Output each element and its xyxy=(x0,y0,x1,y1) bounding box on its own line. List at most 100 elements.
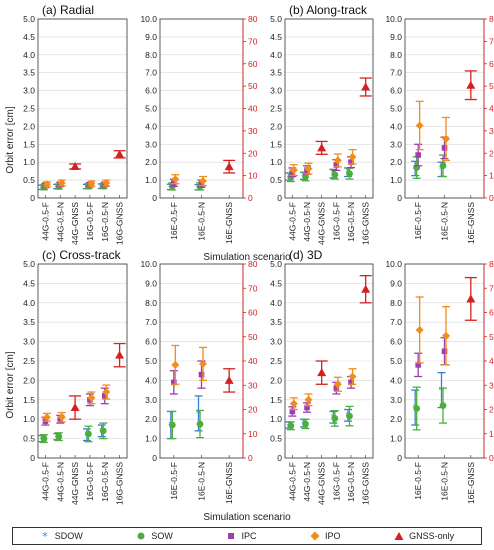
y-tick-label: 2.0 xyxy=(270,375,282,385)
y-tick-label: 4.5 xyxy=(23,278,35,288)
data-point-ipo xyxy=(442,134,450,143)
y-tick-label: 3.0 xyxy=(145,395,157,405)
right-y-tick-label: 60 xyxy=(489,59,494,69)
y-tick-label: 8.0 xyxy=(390,298,402,308)
data-point-ipc xyxy=(198,180,205,187)
legend-label-ipc: IPC xyxy=(241,531,257,541)
data-point-gnss xyxy=(70,161,80,170)
data-point-sow xyxy=(99,427,107,435)
legend-item-sdow: * SDOW xyxy=(40,531,83,541)
data-point-gnss xyxy=(115,350,125,359)
data-point-sow xyxy=(287,422,295,430)
right-y-tick-label: 50 xyxy=(489,81,494,91)
star-marker-icon: * xyxy=(42,531,48,541)
data-point-ipc xyxy=(101,393,108,399)
right-y-tick-label: 10 xyxy=(248,171,258,181)
panel-title: (b) Along-track xyxy=(289,3,368,17)
x-tick-label: 16E-0.5-N xyxy=(197,202,207,241)
y-tick-label: 3.0 xyxy=(390,395,402,405)
right-y-tick-label: 0 xyxy=(489,453,494,463)
data-point-ipc xyxy=(333,162,340,168)
data-point-ipc xyxy=(348,379,354,386)
data-point-ipo xyxy=(171,360,180,369)
right-y-tick-label: 60 xyxy=(248,59,258,69)
y-tick-label: 0.5 xyxy=(23,175,35,185)
series-group: ** xyxy=(411,70,477,179)
y-tick-label: 4.0 xyxy=(390,121,402,131)
data-point-ipo xyxy=(304,164,313,173)
data-point-ipc xyxy=(171,179,177,186)
chart-panel-3: 0 0.5 1.0 1.5 2.0 2.5 3.0 3.5 4.0 4.5 5.0 (b) Along… xyxy=(270,3,374,245)
right-y-tick-label: 80 xyxy=(248,259,258,269)
y-tick-label: 0.5 xyxy=(270,434,282,444)
data-point-ipo xyxy=(57,413,66,422)
y-tick-label: 8.0 xyxy=(145,50,157,60)
y-tick-label: 6.0 xyxy=(145,86,157,96)
y-tick-label: 5.0 xyxy=(23,259,35,269)
data-point-ipo xyxy=(348,372,357,381)
right-y-tick-label: 80 xyxy=(489,14,494,24)
x-tick-label: 16G-GNSS xyxy=(115,202,125,245)
y-tick-label: 0 xyxy=(30,193,35,203)
chart-panel-5: 0 0.5 1.0 1.5 2.0 2.5 3.0 3.5 4.0 4.5 5.0 (c) Cross… xyxy=(23,248,128,505)
data-point-sow xyxy=(346,170,353,178)
chart-panel-4: 0 1.0 2.0 3.0 4.0 5.0 6.0 7.0 8.0 9.0 10.0 0 10 20 30 4… xyxy=(385,14,494,244)
data-point-sdow: * xyxy=(439,384,445,397)
x-tick-label: 44G-0.5-N xyxy=(55,462,65,502)
data-point-gnss xyxy=(70,403,80,412)
data-point-sow xyxy=(331,415,339,422)
x-tick-label: 16E-0.5-N xyxy=(440,462,450,501)
right-y-tick-label: 30 xyxy=(248,380,258,390)
data-point-ipo xyxy=(171,175,180,184)
y-tick-label: 10.0 xyxy=(385,259,402,269)
chart-panel-2: 0 1.0 2.0 3.0 4.0 5.0 6.0 7.0 8.0 9.0 10.0 0 10 20 30 4… xyxy=(140,14,257,244)
x-tick-label: 16G-0.5-N xyxy=(346,462,356,502)
series-group: **** xyxy=(285,77,372,184)
right-y-tick-label: 70 xyxy=(489,283,494,293)
data-point-gnss xyxy=(466,80,476,89)
x-tick-label: 16G-0.5-N xyxy=(346,202,356,242)
y-tick-label: 9.0 xyxy=(390,278,402,288)
y-tick-label: 1.5 xyxy=(23,395,35,405)
y-axis-label-top: Orbit error [cm] xyxy=(5,106,16,173)
x-axis-label-bottom: Simulation scenario xyxy=(203,512,291,523)
right-y-tick-label: 10 xyxy=(489,171,494,181)
y-tick-label: 1.0 xyxy=(270,414,282,424)
plot-frame xyxy=(37,263,128,459)
y-axis-label-bottom: Orbit error [cm] xyxy=(5,351,16,418)
y-tick-label: 5.0 xyxy=(270,14,282,24)
data-point-gnss xyxy=(361,284,371,293)
data-point-gnss xyxy=(317,143,327,152)
x-tick-label: 16E-GNSS xyxy=(466,202,476,244)
y-tick-label: 0.5 xyxy=(23,434,35,444)
panel-title: (d) 3D xyxy=(289,248,323,262)
right-y-tick-label: 50 xyxy=(248,81,258,91)
right-y-tick-label: 40 xyxy=(248,356,258,366)
x-tick-label: 16E-0.5-N xyxy=(197,462,207,501)
y-tick-label: 3.5 xyxy=(23,317,35,327)
data-point-gnss xyxy=(224,375,234,384)
y-tick-label: 1.0 xyxy=(390,434,402,444)
y-tick-label: 0.5 xyxy=(270,175,282,185)
y-tick-label: 4.5 xyxy=(23,32,35,42)
data-point-gnss xyxy=(115,149,125,158)
y-tick-label: 8.0 xyxy=(145,298,157,308)
y-tick-label: 4.0 xyxy=(270,298,282,308)
right-y-tick-label: 20 xyxy=(489,405,494,415)
x-tick-label: 44G-GNSS xyxy=(70,462,80,505)
y-tick-label: 5.0 xyxy=(145,104,157,114)
right-y-tick-label: 50 xyxy=(248,332,258,342)
x-tick-label: 16E-GNSS xyxy=(466,462,476,504)
figure-canvas: Orbit error [cm] Orbit error [cm] Simula… xyxy=(5,3,494,523)
x-tick-label: 16E-0.5-N xyxy=(440,202,450,241)
data-point-ipo xyxy=(348,152,357,161)
right-y-tick-label: 70 xyxy=(248,36,258,46)
legend-label-ipo: IPO xyxy=(325,531,341,541)
data-point-gnss xyxy=(317,368,327,377)
data-point-gnss xyxy=(361,82,371,91)
y-tick-label: 2.0 xyxy=(23,121,35,131)
data-point-ipc xyxy=(304,404,310,411)
data-point-sow xyxy=(85,430,92,438)
y-tick-label: 3.0 xyxy=(23,86,35,96)
legend-item-gnss-only: GNSS-only xyxy=(394,531,454,541)
